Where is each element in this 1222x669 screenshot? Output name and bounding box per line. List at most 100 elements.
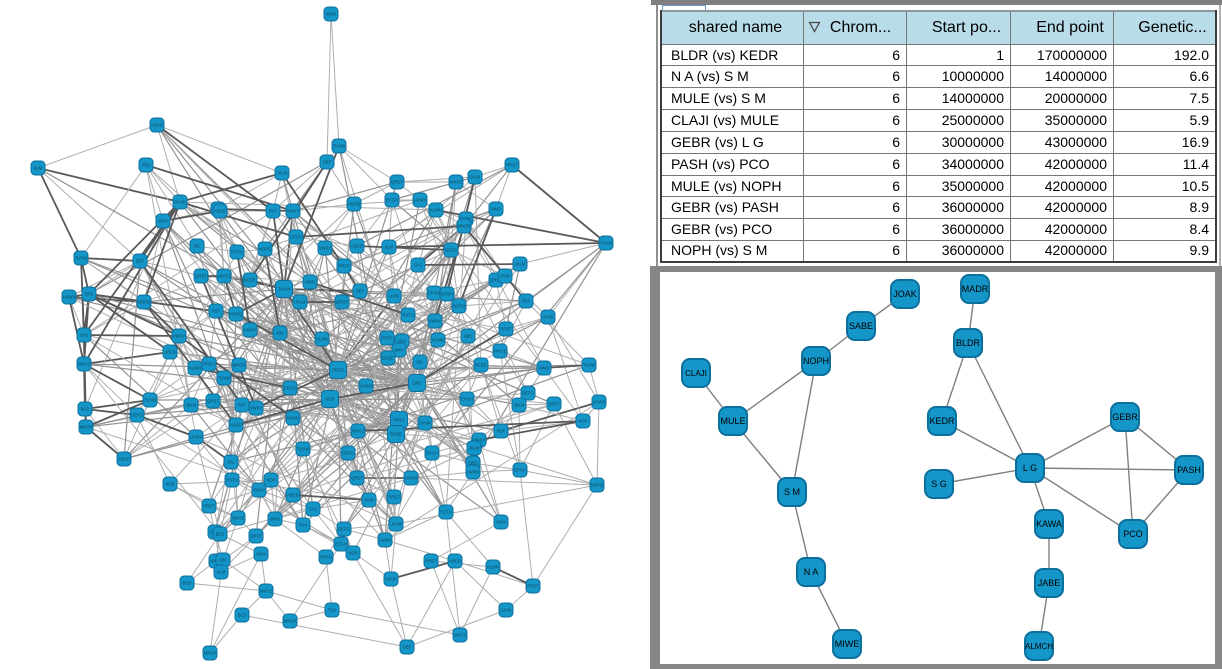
svg-text:PRST: PRST <box>393 418 405 423</box>
svg-text:PRST: PRST <box>338 264 350 269</box>
svg-text:NOP: NOP <box>325 397 334 402</box>
svg-text:VWXY: VWXY <box>173 334 186 339</box>
svg-text:QRST: QRST <box>336 300 348 305</box>
svg-text:PRST: PRST <box>506 163 518 168</box>
svg-text:ABCD: ABCD <box>164 350 176 355</box>
svg-text:WXY: WXY <box>158 219 168 224</box>
svg-text:RST: RST <box>522 299 531 304</box>
svg-text:MNOP: MNOP <box>233 363 246 368</box>
svg-text:KLMN: KLMN <box>189 366 201 371</box>
svg-text:GHJ: GHJ <box>309 507 317 512</box>
svg-text:EFGH: EFGH <box>428 291 440 296</box>
svg-text:MNO: MNO <box>270 517 281 522</box>
svg-text:RSTU: RSTU <box>402 313 413 318</box>
svg-text:VWX: VWX <box>496 520 506 525</box>
svg-text:RSTU: RSTU <box>226 478 237 483</box>
svg-text:UVWX: UVWX <box>467 470 480 475</box>
svg-text:DEFG: DEFG <box>332 368 344 373</box>
svg-text:MNO: MNO <box>539 366 550 371</box>
svg-text:ABCD: ABCD <box>118 457 130 462</box>
svg-text:S M: S M <box>784 487 800 497</box>
svg-text:DEF: DEF <box>403 645 412 650</box>
svg-text:VWXY: VWXY <box>253 488 266 493</box>
svg-text:PRST: PRST <box>388 495 400 500</box>
svg-text:DEF: DEF <box>136 259 145 264</box>
svg-text:GHJK: GHJK <box>500 608 511 613</box>
svg-text:NOPQ: NOPQ <box>453 304 466 309</box>
svg-text:VWX: VWX <box>256 552 266 557</box>
svg-text:WXYZ: WXYZ <box>78 362 91 367</box>
svg-text:KLM: KLM <box>166 482 175 487</box>
svg-text:BCDE: BCDE <box>390 432 402 437</box>
svg-text:BCD: BCD <box>238 613 247 618</box>
svg-text:MNOP: MNOP <box>458 224 471 229</box>
svg-text:DEFG: DEFG <box>342 451 354 456</box>
svg-text:QRS: QRS <box>412 381 421 386</box>
svg-text:ALMCH: ALMCH <box>1025 642 1053 651</box>
svg-text:MNOP: MNOP <box>80 425 93 430</box>
svg-text:NOP: NOP <box>578 419 587 424</box>
svg-text:BCD: BCD <box>216 532 225 537</box>
svg-text:GHJK: GHJK <box>174 200 185 205</box>
svg-text:ABCD: ABCD <box>287 493 299 498</box>
svg-text:QRST: QRST <box>207 399 219 404</box>
svg-text:RST: RST <box>238 403 247 408</box>
svg-text:VWXY: VWXY <box>287 209 300 214</box>
svg-text:JKLM: JKLM <box>186 403 197 408</box>
svg-text:ABC: ABC <box>276 331 285 336</box>
svg-text:PRST: PRST <box>203 362 215 367</box>
svg-text:ABC: ABC <box>219 558 228 563</box>
svg-text:DEFG: DEFG <box>522 391 534 396</box>
svg-text:TUVW: TUVW <box>333 144 345 149</box>
svg-text:BCDE: BCDE <box>244 278 256 283</box>
svg-text:MNO: MNO <box>326 12 337 17</box>
svg-text:BLDR: BLDR <box>956 338 981 348</box>
svg-text:WXYZ: WXYZ <box>450 180 463 185</box>
svg-text:DEF: DEF <box>356 289 365 294</box>
svg-text:VWXY: VWXY <box>244 328 257 333</box>
svg-text:GHJ: GHJ <box>80 333 88 338</box>
svg-text:KLMN: KLMN <box>432 338 444 343</box>
svg-text:KLM: KLM <box>217 570 226 575</box>
svg-text:UVWX: UVWX <box>414 198 427 203</box>
svg-text:TUVW: TUVW <box>278 287 290 292</box>
svg-text:GHJ: GHJ <box>398 339 406 344</box>
svg-text:DEFG: DEFG <box>338 527 350 532</box>
svg-text:WXYZ: WXYZ <box>260 589 273 594</box>
svg-text:UVWX: UVWX <box>405 476 418 481</box>
svg-text:NOPQ: NOPQ <box>230 312 243 317</box>
svg-text:EFGH: EFGH <box>335 542 347 547</box>
svg-text:EFGH: EFGH <box>290 235 302 240</box>
svg-text:CLAJI: CLAJI <box>685 369 707 378</box>
svg-text:EFGH: EFGH <box>461 397 473 402</box>
svg-text:DEF: DEF <box>323 160 332 165</box>
svg-text:PASH: PASH <box>1177 465 1201 475</box>
svg-text:EFGH: EFGH <box>426 451 438 456</box>
svg-text:KLMN: KLMN <box>287 416 299 421</box>
svg-text:UVWX: UVWX <box>63 295 76 300</box>
svg-text:KEDR: KEDR <box>929 416 955 426</box>
svg-text:MULE: MULE <box>720 416 745 426</box>
svg-text:MNO: MNO <box>491 207 502 212</box>
svg-text:QRST: QRST <box>548 402 560 407</box>
svg-text:KLM: KLM <box>34 166 43 171</box>
svg-text:ABC: ABC <box>464 334 473 339</box>
svg-text:KLM: KLM <box>365 498 374 503</box>
svg-text:NOPH: NOPH <box>803 356 829 366</box>
svg-text:BCD: BCD <box>183 581 192 586</box>
svg-text:JKLM: JKLM <box>277 171 288 176</box>
svg-text:KLMN: KLMN <box>430 208 442 213</box>
svg-text:EFGH: EFGH <box>441 292 453 297</box>
svg-text:WXYZ: WXYZ <box>494 349 507 354</box>
svg-text:GEBR: GEBR <box>1112 412 1138 422</box>
svg-text:NOP: NOP <box>266 478 275 483</box>
svg-text:SABE: SABE <box>849 321 873 331</box>
svg-text:UVW: UVW <box>389 294 399 299</box>
svg-text:JABE: JABE <box>1038 578 1061 588</box>
svg-text:JKLM: JKLM <box>515 262 526 267</box>
svg-text:GHJK: GHJK <box>419 421 430 426</box>
svg-text:KAWA: KAWA <box>1036 519 1062 529</box>
svg-text:NOPQ: NOPQ <box>138 300 151 305</box>
svg-text:NOPQ: NOPQ <box>259 247 272 252</box>
svg-text:MIWE: MIWE <box>835 639 860 649</box>
